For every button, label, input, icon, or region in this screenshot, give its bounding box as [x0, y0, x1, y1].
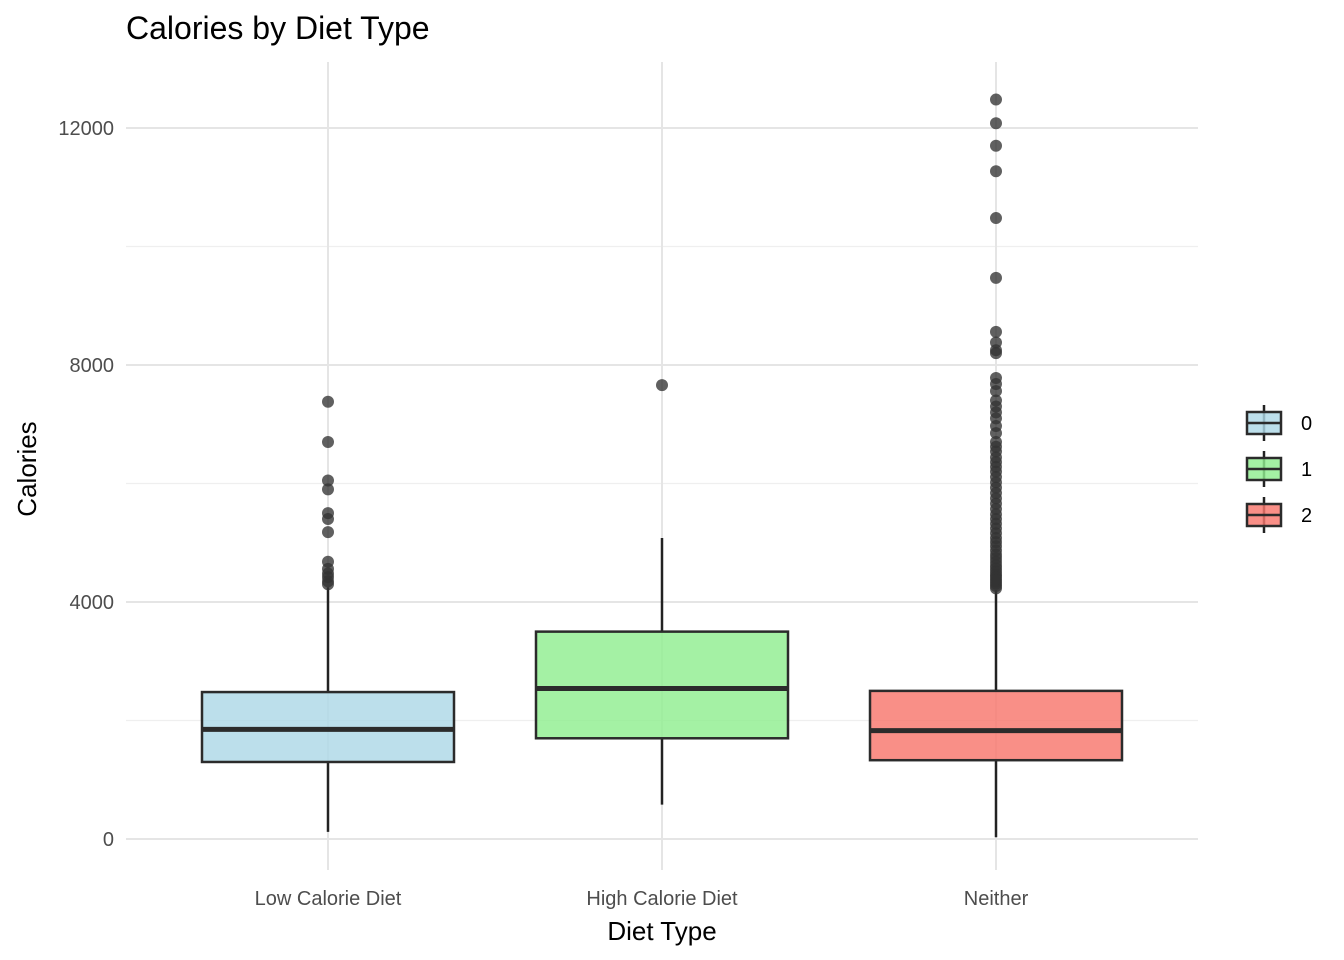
outlier-point — [656, 379, 668, 392]
outlier-point — [990, 212, 1002, 225]
outlier-point — [990, 394, 1002, 407]
outlier-point — [990, 271, 1002, 284]
y-tick-label: 12000 — [58, 118, 114, 140]
outlier-point — [990, 117, 1002, 130]
legend: 0 1 2 — [1245, 405, 1312, 533]
outlier-point — [322, 507, 334, 520]
outlier-point — [990, 372, 1002, 385]
legend-key-0: 0 — [1245, 405, 1312, 441]
outlier-point — [990, 336, 1002, 349]
chart-title: Calories by Diet Type — [126, 10, 430, 46]
outlier-point — [990, 325, 1002, 338]
outlier-point — [990, 436, 1002, 449]
outlier-point — [322, 555, 334, 568]
outlier-point — [322, 474, 334, 487]
box-0 — [200, 395, 456, 832]
outlier-point — [322, 483, 334, 496]
x-axis-title: Diet Type — [607, 916, 716, 946]
x-tick-label: Neither — [964, 888, 1029, 910]
box-2 — [868, 93, 1124, 838]
axes: 0 4000 8000 12000 Low Calorie Diet High Calor… — [58, 118, 1028, 910]
y-tick-label: 8000 — [70, 355, 115, 377]
legend-key-2: 2 — [1245, 497, 1312, 533]
y-axis-title: Calories — [12, 421, 42, 516]
outlier-point — [322, 436, 334, 449]
box-1 — [534, 379, 790, 805]
box-iqr — [534, 630, 790, 740]
outlier-point — [990, 93, 1002, 106]
outlier-point — [990, 139, 1002, 152]
box-plots — [200, 93, 1124, 838]
outlier-point — [990, 165, 1002, 178]
y-tick-label: 4000 — [70, 592, 115, 614]
legend-label: 1 — [1301, 459, 1312, 481]
box-iqr — [868, 689, 1124, 762]
outlier-point — [322, 526, 334, 539]
legend-key-1: 1 — [1245, 451, 1312, 487]
legend-label: 0 — [1301, 413, 1312, 435]
x-tick-label: High Calorie Diet — [586, 888, 738, 910]
y-tick-label: 0 — [103, 829, 114, 851]
legend-label: 2 — [1301, 505, 1312, 527]
x-tick-label: Low Calorie Diet — [255, 888, 402, 910]
outlier-point — [322, 395, 334, 408]
